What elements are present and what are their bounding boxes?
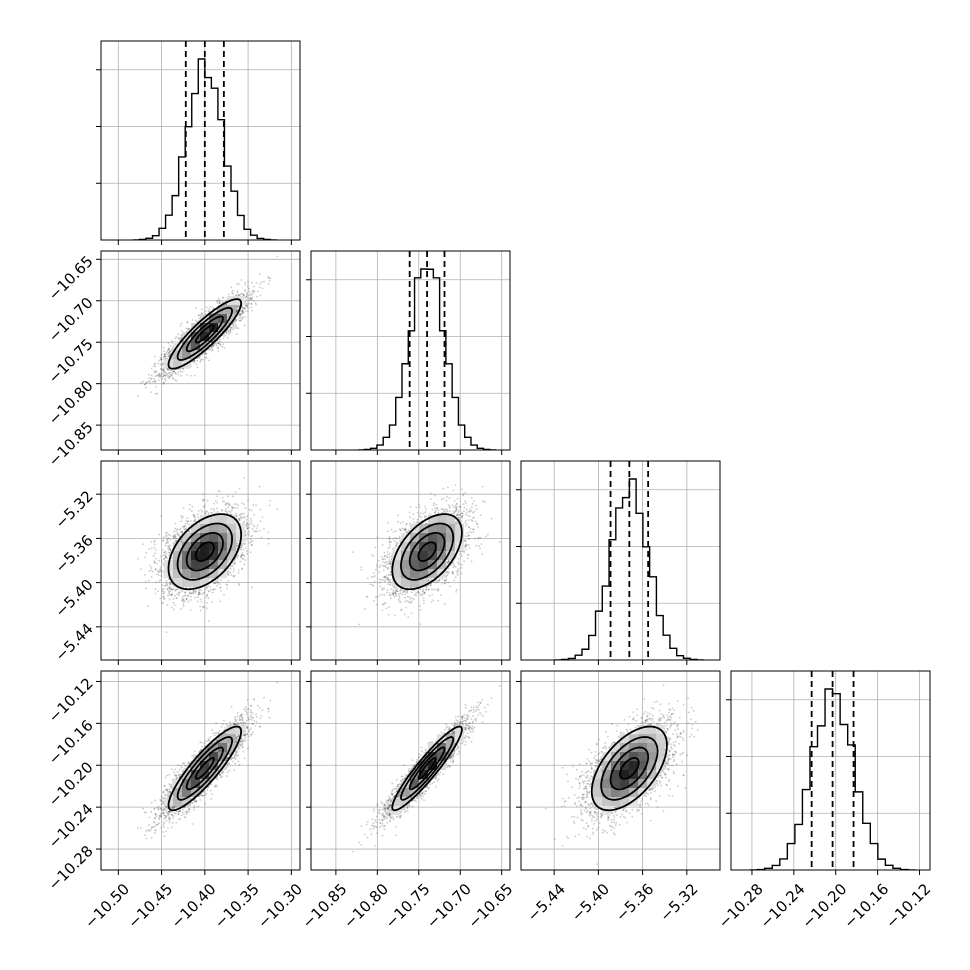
contour-2-sigma: [391, 725, 463, 812]
x-tick-label: −10.70: [423, 880, 475, 932]
y-tick-label: −5.32: [51, 487, 96, 532]
x-tick-label: −10.45: [124, 880, 176, 932]
y-tick-label: −10.80: [45, 377, 97, 429]
histogram-p2: [554, 478, 704, 660]
x-tick-label: −10.12: [882, 880, 934, 932]
x-tick-label: −10.35: [211, 880, 263, 932]
contour-2-sigma: [167, 513, 243, 591]
panel-frame: [520, 460, 721, 661]
y-tick-label: −10.70: [45, 294, 97, 346]
x-tick-label: −10.85: [299, 880, 351, 932]
y-tick-label: −10.20: [45, 758, 97, 810]
y-tick-label: −10.65: [45, 252, 97, 304]
contour-2-sigma: [590, 725, 668, 812]
contour-1.5-sigma: [400, 736, 455, 801]
scatter-panel-p3-vs-p2: [516, 670, 721, 875]
y-tick-label: −5.36: [51, 531, 96, 576]
panel-frame: [100, 40, 301, 241]
contour-1.5-sigma: [176, 306, 233, 361]
contour-2-sigma: [167, 298, 243, 370]
contour-0.5-sigma: [194, 324, 215, 344]
contour-0.5-sigma: [417, 757, 437, 780]
y-tick-label: −10.12: [45, 674, 97, 726]
histogram-p0: [132, 58, 277, 240]
x-tick-label: −5.44: [524, 880, 569, 925]
histogram-p1: [358, 268, 497, 450]
panel-frame: [730, 670, 931, 871]
x-tick-label: −10.24: [757, 880, 809, 932]
histogram-panel-p2: [516, 460, 721, 665]
x-tick-label: −10.20: [799, 880, 851, 932]
x-tick-label: −10.40: [168, 880, 220, 932]
x-tick-label: −10.30: [254, 880, 306, 932]
scatter-panel-p2-vs-p1: [306, 460, 511, 665]
scatter-panel-p1-vs-p0: [96, 250, 301, 455]
x-tick-label: −5.32: [656, 880, 701, 925]
contour-0.5-sigma: [619, 757, 640, 780]
y-tick-label: −10.24: [45, 800, 97, 852]
contour-2-sigma: [167, 725, 243, 812]
contour-0.5-sigma: [194, 541, 215, 562]
contour-1.5-sigma: [176, 736, 233, 801]
panel-frame: [310, 460, 511, 661]
histogram-panel-p3: [726, 670, 931, 875]
contour-1.5-sigma: [600, 736, 659, 801]
contour-1-sigma: [408, 746, 446, 791]
x-tick-label: −10.80: [340, 880, 392, 932]
panel-frame: [310, 670, 511, 871]
x-tick-label: −10.16: [840, 880, 892, 932]
x-tick-label: −10.65: [464, 880, 516, 932]
contour-1-sigma: [185, 315, 224, 353]
scatter-panel-p3-vs-p1: [306, 670, 511, 875]
histogram-panel-p1: [306, 250, 511, 455]
x-tick-label: −10.28: [715, 880, 767, 932]
contour-1-sigma: [185, 746, 224, 791]
contour-0.5-sigma: [194, 757, 215, 780]
y-tick-label: −10.16: [45, 716, 97, 768]
x-tick-label: −10.75: [382, 880, 434, 932]
y-tick-label: −10.75: [45, 335, 97, 387]
x-tick-label: −5.40: [568, 880, 613, 925]
panel-frame: [520, 670, 721, 871]
contour-1-sigma: [609, 746, 650, 791]
y-tick-label: −5.44: [51, 620, 96, 665]
contour-1-sigma: [185, 531, 224, 572]
contour-2-sigma: [391, 513, 463, 591]
contour-0.5-sigma: [417, 541, 437, 562]
panel-frame: [100, 460, 301, 661]
panel-frame: [100, 670, 301, 871]
scatter-panel-p2-vs-p0: [96, 460, 301, 665]
scatter-panel-p3-vs-p0: [96, 670, 301, 875]
x-tick-label: −5.36: [612, 880, 657, 925]
y-tick-label: −10.85: [45, 418, 97, 470]
x-tick-label: −10.50: [81, 880, 133, 932]
density-grid: [593, 725, 665, 815]
contour-1.5-sigma: [176, 522, 233, 581]
y-tick-label: −10.28: [45, 842, 97, 894]
panel-frame: [100, 250, 301, 451]
panel-frame: [310, 250, 511, 451]
y-tick-label: −5.40: [51, 576, 96, 621]
contour-1-sigma: [408, 531, 446, 572]
contour-1.5-sigma: [400, 522, 455, 581]
histogram-panel-p0: [96, 40, 301, 245]
